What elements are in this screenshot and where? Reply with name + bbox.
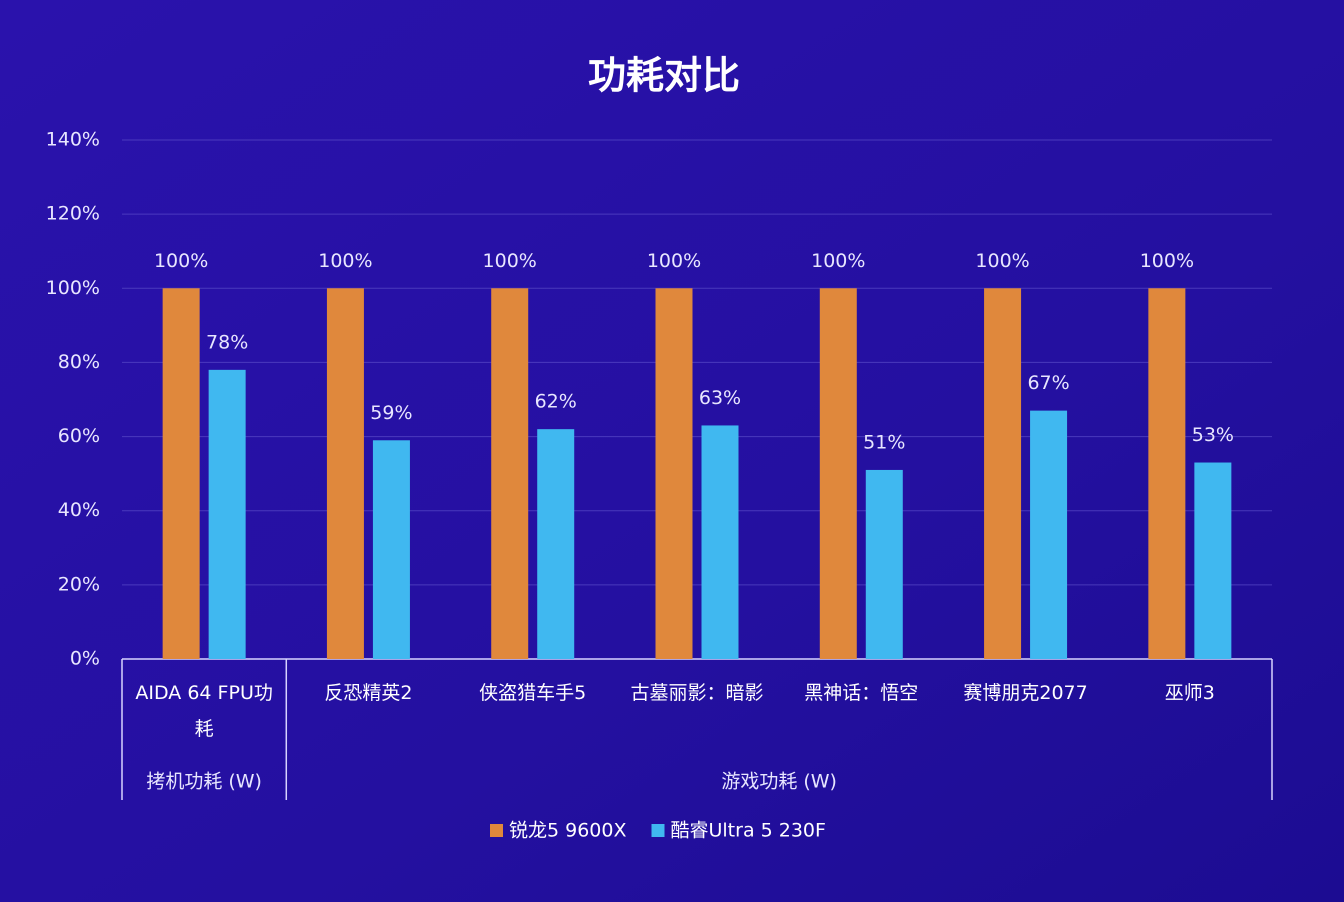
x-tick-label-box: 赛博朋克2077 <box>963 682 1088 704</box>
value-label: 100% <box>318 250 372 272</box>
legend-label: 锐龙5 9600X <box>509 820 627 842</box>
value-label: 100% <box>154 250 208 272</box>
x-tick-label: AIDA 64 FPU功耗 <box>135 682 273 740</box>
bar <box>1194 462 1232 659</box>
y-tick-label: 20% <box>58 573 100 595</box>
y-tick-label: 140% <box>46 129 100 151</box>
value-label: 100% <box>647 250 701 272</box>
x-tick-label-box: 反恐精英2 <box>324 682 413 704</box>
group-label: 拷机功耗 (W) <box>146 771 262 793</box>
bar <box>491 288 529 659</box>
bar <box>326 288 364 659</box>
legend-label: 酷睿Ultra 5 230F <box>671 820 826 842</box>
value-label: 100% <box>1140 250 1194 272</box>
value-label: 53% <box>1192 424 1234 446</box>
x-tick-label: 黑神话：悟空 <box>804 682 919 704</box>
value-label: 100% <box>975 250 1029 272</box>
bar <box>865 469 903 659</box>
bar <box>819 288 857 659</box>
bar <box>1030 410 1068 659</box>
group-label: 游戏功耗 (W) <box>721 771 837 793</box>
legend-swatch <box>490 824 503 837</box>
bar <box>162 288 200 659</box>
x-tick-label: 赛博朋克2077 <box>963 682 1088 704</box>
value-label: 78% <box>206 331 248 353</box>
y-tick-label: 0% <box>70 648 100 670</box>
bar <box>655 288 693 659</box>
x-tick-label-box: 古墓丽影：暗影 <box>630 682 764 704</box>
value-label: 59% <box>370 402 412 424</box>
bar <box>1148 288 1186 659</box>
bar <box>208 369 246 659</box>
x-tick-label: 古墓丽影：暗影 <box>630 682 764 704</box>
value-label: 63% <box>699 387 741 409</box>
bar <box>372 440 410 659</box>
y-tick-label: 80% <box>58 351 100 373</box>
legend-swatch <box>651 824 665 837</box>
x-tick-label-box: 黑神话：悟空 <box>804 682 919 704</box>
x-tick-label-box: 巫师3 <box>1164 682 1215 704</box>
bar <box>701 425 739 659</box>
y-tick-label: 60% <box>58 425 100 447</box>
y-tick-label: 100% <box>46 277 100 299</box>
x-tick-label: 侠盗猎车手5 <box>479 682 587 704</box>
x-tick-label-box: AIDA 64 FPU功耗 <box>135 682 273 740</box>
value-label: 67% <box>1027 372 1069 394</box>
value-label: 62% <box>535 391 577 413</box>
y-tick-label: 120% <box>46 203 100 225</box>
value-label: 100% <box>483 250 537 272</box>
bar <box>984 288 1022 659</box>
y-tick-label: 40% <box>58 499 100 521</box>
bar <box>537 429 575 659</box>
value-label: 100% <box>811 250 865 272</box>
x-tick-label-box: 侠盗猎车手5 <box>479 682 587 704</box>
x-tick-label: 反恐精英2 <box>324 682 413 704</box>
x-tick-label: 巫师3 <box>1164 682 1215 704</box>
value-label: 51% <box>863 431 905 453</box>
chart-title: 功耗对比 <box>588 54 740 98</box>
